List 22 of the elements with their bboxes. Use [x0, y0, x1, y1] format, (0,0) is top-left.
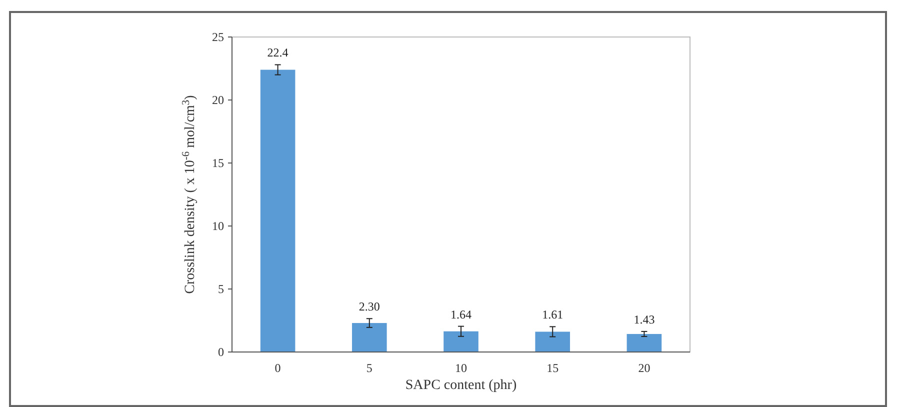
x-tick-label: 10 — [455, 361, 467, 375]
y-tick-label: 0 — [218, 345, 224, 359]
y-tick-label: 20 — [212, 93, 224, 107]
data-label: 1.61 — [542, 308, 564, 322]
x-tick-label: 20 — [638, 361, 650, 375]
data-label: 22.4 — [267, 46, 288, 60]
y-tick-label: 5 — [218, 282, 224, 296]
data-label: 1.64 — [450, 307, 472, 322]
bar — [260, 70, 296, 352]
x-tick-label: 15 — [546, 361, 559, 375]
bar — [626, 334, 662, 352]
y-tick-label: 15 — [212, 156, 224, 170]
x-tick-label: 0 — [274, 361, 281, 375]
x-tick-label: 5 — [366, 361, 372, 375]
bar — [535, 332, 570, 352]
bar — [352, 323, 387, 352]
y-tick-label: 25 — [212, 30, 224, 44]
x-axis-title: SAPC content (phr) — [405, 378, 517, 393]
bar — [444, 331, 478, 352]
data-label: 1.43 — [634, 312, 655, 326]
data-label: 2.30 — [358, 300, 380, 314]
y-tick-label: 10 — [212, 219, 224, 233]
